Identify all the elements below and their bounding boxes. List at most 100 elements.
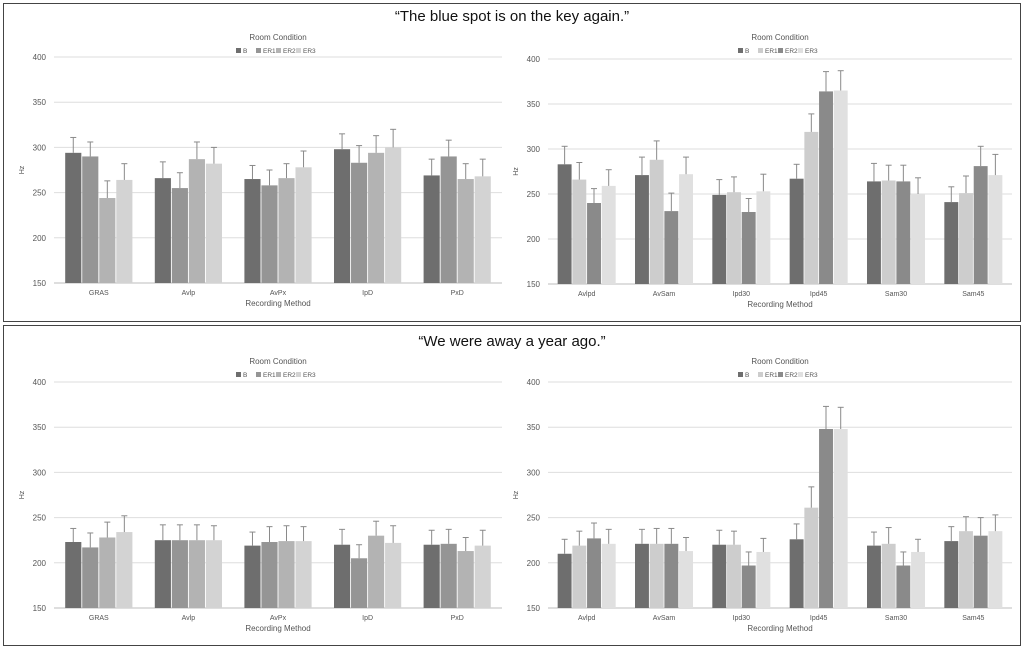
bar-ipd-er1 — [351, 558, 368, 608]
legend-swatch — [778, 48, 783, 53]
y-tick-label: 150 — [33, 279, 47, 288]
x-tick-label: Ipd45 — [810, 291, 828, 298]
legend-label: B — [745, 372, 749, 379]
bar-ipd45-b — [789, 539, 804, 608]
bar-ipd45-er2 — [819, 91, 833, 285]
bar-pxd-er1 — [440, 543, 457, 608]
y-tick-label: 250 — [527, 190, 541, 199]
legend-swatch — [236, 48, 241, 53]
bar-avsam-er2 — [664, 211, 679, 284]
x-axis-label: Recording Method — [747, 300, 812, 309]
bar-sam45-er2 — [973, 535, 988, 608]
bar-sam30-er3 — [911, 551, 925, 608]
legend-label: ER2 — [785, 48, 798, 55]
chart-title: Room Condition — [249, 357, 306, 366]
y-axis-label: Hz — [513, 490, 520, 499]
bar-gras-b — [65, 152, 82, 283]
legend-label: B — [745, 48, 749, 55]
legend-label: ER3 — [805, 372, 818, 379]
x-tick-label: Sam30 — [885, 615, 907, 622]
bar-pxd-er2 — [457, 179, 474, 283]
bar-avlp-er3 — [205, 163, 222, 283]
bar-avlpd-b — [557, 164, 572, 284]
bar-ipd30-er1 — [727, 192, 741, 284]
y-axis-label: Hz — [513, 167, 520, 176]
y-tick-label: 400 — [527, 378, 541, 387]
bar-avlp-er3 — [205, 540, 222, 608]
y-tick-label: 300 — [33, 143, 47, 152]
bar-ipd45-er2 — [819, 429, 833, 608]
legend-label: ER3 — [303, 372, 316, 379]
bar-avpx-er3 — [295, 541, 312, 608]
x-tick-label: Sam45 — [962, 615, 984, 622]
bar-pxd-er3 — [474, 176, 491, 283]
y-tick-label: 150 — [33, 604, 47, 613]
y-tick-label: 350 — [527, 100, 541, 109]
bar-avsam-er3 — [679, 551, 693, 608]
bar-avpx-er3 — [295, 167, 312, 283]
bar-avpx-b — [244, 179, 261, 283]
y-tick-label: 150 — [527, 280, 541, 289]
y-tick-label: 300 — [33, 468, 47, 477]
bar-sam30-b — [867, 181, 881, 284]
bar-ipd-er1 — [351, 162, 368, 283]
bar-ipd45-b — [789, 178, 804, 284]
bar-avsam-er1 — [649, 159, 664, 284]
bar-sam45-er1 — [959, 193, 973, 284]
bar-gras-er1 — [82, 547, 99, 608]
bar-gras-er2 — [99, 198, 116, 283]
legend-label: ER1 — [765, 372, 778, 379]
legend-label: ER2 — [283, 48, 296, 55]
x-tick-label: IpD — [362, 615, 373, 622]
bar-ipd45-er1 — [804, 507, 819, 608]
bar-ipd30-er1 — [727, 544, 741, 608]
x-tick-label: IpD — [362, 290, 373, 297]
bar-avlpd-er2 — [587, 203, 601, 284]
bar-avpx-er2 — [278, 541, 295, 608]
bar-ipd30-er3 — [756, 191, 771, 284]
bar-pxd-er3 — [474, 545, 491, 608]
legend-label: ER1 — [263, 372, 276, 379]
bar-pxd-b — [423, 175, 440, 283]
bar-sam30-er2 — [896, 565, 911, 608]
x-tick-label: Avlp — [182, 615, 196, 622]
bar-gras-er3 — [116, 532, 133, 608]
y-tick-label: 200 — [33, 559, 47, 568]
x-tick-label: Ipd45 — [810, 615, 828, 622]
y-tick-label: 400 — [33, 53, 47, 62]
bar-avlp-er2 — [188, 159, 205, 283]
bar-avpx-er1 — [261, 185, 278, 283]
x-tick-label: Ipd30 — [733, 615, 751, 622]
bar-ipd-er3 — [385, 147, 402, 283]
bar-avpx-er1 — [261, 542, 278, 608]
y-tick-label: 400 — [527, 55, 541, 64]
legend-label: ER1 — [263, 48, 276, 55]
bar-avsam-er2 — [664, 543, 679, 608]
x-axis-label: Recording Method — [245, 299, 310, 308]
bar-avlp-b — [154, 540, 171, 608]
legend-swatch — [758, 372, 763, 377]
bar-pxd-er2 — [457, 551, 474, 608]
x-tick-label: Avlpd — [578, 615, 595, 622]
bar-sam30-er2 — [896, 181, 911, 284]
bar-avpx-b — [244, 545, 261, 608]
legend-swatch — [738, 372, 743, 377]
legend-swatch — [256, 48, 261, 53]
y-tick-label: 250 — [527, 514, 541, 523]
chart-title: Room Condition — [751, 357, 808, 366]
bar-avlpd-er1 — [572, 179, 587, 284]
y-tick-label: 350 — [527, 423, 541, 432]
bar-sam45-er3 — [988, 175, 1003, 284]
y-tick-label: 300 — [527, 145, 541, 154]
y-tick-label: 200 — [527, 559, 541, 568]
y-tick-label: 250 — [33, 514, 47, 523]
bar-avlp-b — [154, 178, 171, 283]
sentence-quote: “The blue spot is on the key again.” — [394, 8, 630, 25]
x-tick-label: GRAS — [89, 290, 109, 297]
bar-avlp-er1 — [171, 540, 188, 608]
y-axis-label: Hz — [19, 490, 26, 499]
